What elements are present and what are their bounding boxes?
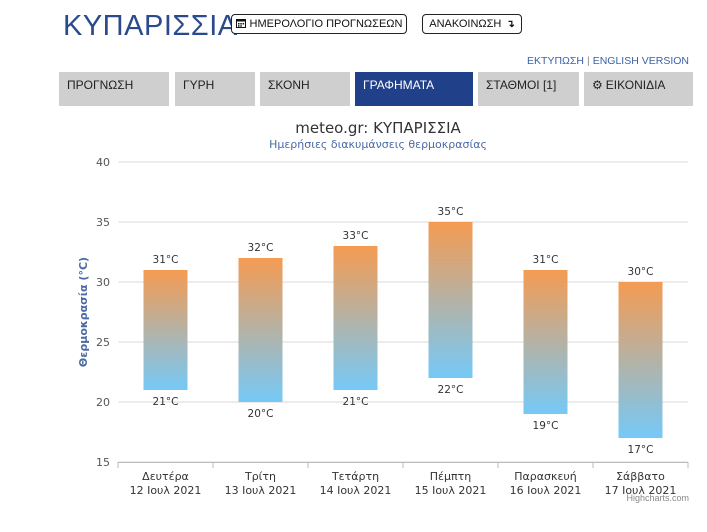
- tab-label: ΣΚΟΝΗ: [268, 78, 310, 92]
- temperature-bar: [333, 246, 378, 390]
- calendar-icon: [235, 18, 246, 31]
- x-date-label: 13 Ιουλ 2021: [225, 484, 297, 497]
- chart-title: meteo.gr: ΚΥΠΑΡΙΣΣΙΑ: [295, 119, 461, 137]
- tab-dust[interactable]: ΣΚΟΝΗ: [260, 72, 350, 106]
- max-temp-label: 31°C: [153, 254, 179, 266]
- tab-label: ΕΙΚΟΝΙΔΙΑ: [605, 78, 666, 92]
- min-temp-label: 21°C: [343, 396, 369, 408]
- max-temp-label: 35°C: [438, 206, 464, 218]
- min-temp-label: 17°C: [628, 444, 654, 456]
- y-tick-label: 15: [96, 456, 110, 469]
- temperature-bar: [238, 258, 283, 402]
- tab-label: ΓΡΑΦΗΜΑΤΑ: [363, 78, 435, 92]
- tab-forecast[interactable]: ΠΡΟΓΝΩΣΗ: [59, 72, 169, 106]
- min-temp-label: 19°C: [533, 420, 559, 432]
- tab-charts[interactable]: ΓΡΑΦΗΜΑΤΑ: [355, 72, 473, 106]
- x-day-label: Δευτέρα: [142, 470, 189, 483]
- announcement-label: ΑΝΑΚΟΙΝΩΣΗ: [429, 18, 502, 30]
- arrow-down-icon: ↴: [506, 18, 515, 30]
- y-tick-label: 40: [96, 156, 110, 169]
- y-tick-label: 30: [96, 276, 110, 289]
- english-version-link[interactable]: ENGLISH VERSION: [592, 55, 689, 67]
- tab-label: ΠΡΟΓΝΩΣΗ: [67, 78, 134, 92]
- y-tick-label: 25: [96, 336, 110, 349]
- page-title: ΚΥΠΑΡΙΣΣΙΑ: [63, 10, 238, 42]
- x-day-label: Παρασκευή: [514, 470, 577, 483]
- temperature-bar: [523, 270, 568, 414]
- tab-label: ΣΤΑΘΜΟΙ [1]: [486, 78, 557, 92]
- max-temp-label: 32°C: [248, 242, 274, 254]
- x-date-label: 15 Ιουλ 2021: [415, 484, 487, 497]
- temperature-bar: [618, 282, 663, 438]
- tab-stations[interactable]: ΣΤΑΘΜΟΙ [1]: [478, 72, 579, 106]
- forecast-calendar-button[interactable]: ΗΜΕΡΟΛΟΓΙΟ ΠΡΟΓΝΩΣΕΩΝ: [231, 14, 407, 34]
- temperature-bar: [428, 222, 473, 378]
- temperature-bar: [143, 270, 188, 390]
- x-day-label: Τρίτη: [244, 470, 276, 483]
- min-temp-label: 21°C: [153, 396, 179, 408]
- tab-icons[interactable]: ⚙ ΕΙΚΟΝΙΔΙΑ: [584, 72, 693, 106]
- announcement-button[interactable]: ΑΝΑΚΟΙΝΩΣΗ ↴: [422, 14, 522, 34]
- y-tick-label: 35: [96, 216, 110, 229]
- chart-subtitle: Ημερήσιες διακυμάνσεις θερμοκρασίας: [269, 138, 487, 151]
- max-temp-label: 31°C: [533, 254, 559, 266]
- chart-credits: Highcharts.com: [626, 493, 689, 503]
- y-axis-label: Θερμοκρασία (°C): [77, 257, 90, 367]
- x-day-label: Πέμπτη: [430, 470, 471, 483]
- x-day-label: Τετάρτη: [331, 470, 379, 483]
- x-day-label: Σάββατο: [616, 470, 665, 483]
- min-temp-label: 20°C: [248, 408, 274, 420]
- top-links: ΕΚΤΥΠΩΣΗ | ENGLISH VERSION: [527, 55, 689, 67]
- x-date-label: 16 Ιουλ 2021: [510, 484, 582, 497]
- x-date-label: 14 Ιουλ 2021: [320, 484, 392, 497]
- max-temp-label: 30°C: [628, 266, 654, 278]
- link-separator: |: [586, 55, 590, 67]
- max-temp-label: 33°C: [343, 230, 369, 242]
- tab-pollen[interactable]: ΓΥΡΗ: [175, 72, 255, 106]
- y-tick-label: 20: [96, 396, 110, 409]
- min-temp-label: 22°C: [438, 384, 464, 396]
- gear-icon: ⚙: [592, 78, 603, 92]
- x-date-label: 12 Ιουλ 2021: [130, 484, 202, 497]
- x-date-label: 17 Ιουλ 2021: [605, 484, 677, 497]
- tab-label: ΓΥΡΗ: [183, 78, 215, 92]
- forecast-calendar-label: ΗΜΕΡΟΛΟΓΙΟ ΠΡΟΓΝΩΣΕΩΝ: [249, 18, 403, 30]
- print-link[interactable]: ΕΚΤΥΠΩΣΗ: [527, 55, 584, 67]
